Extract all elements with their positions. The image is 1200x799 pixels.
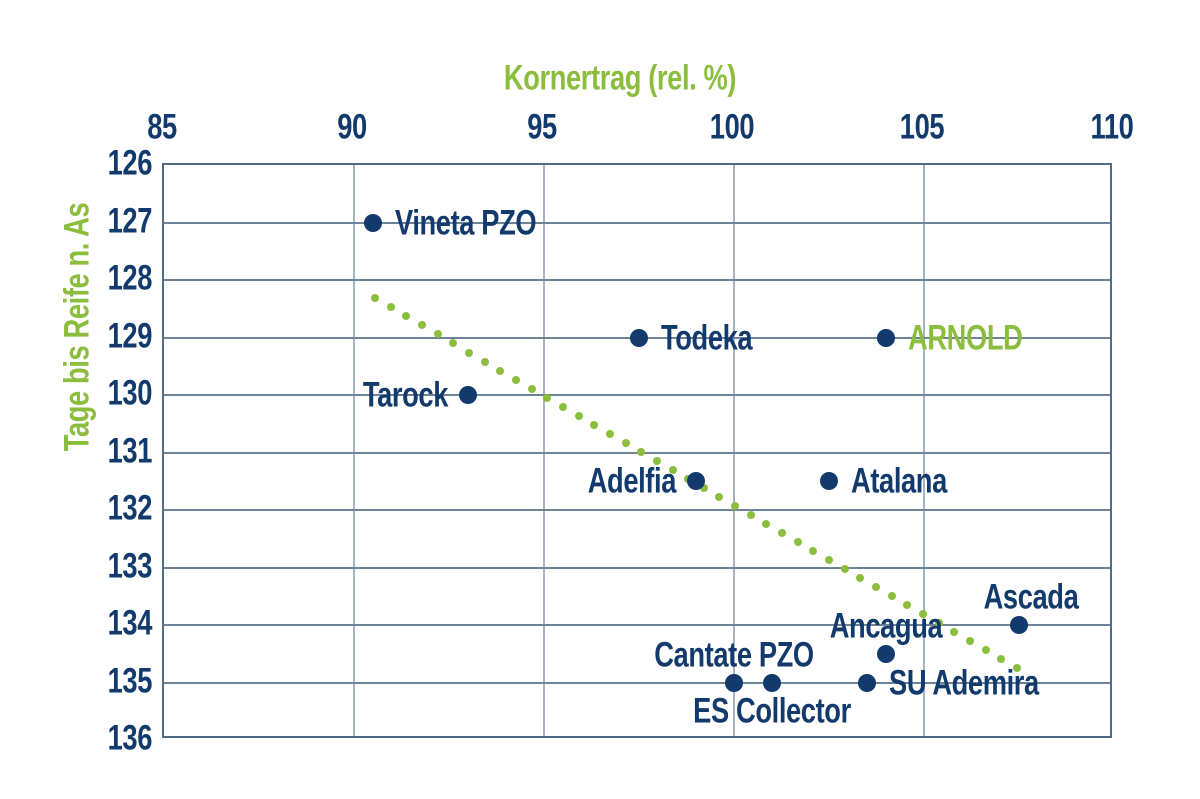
trend-line-dot	[825, 555, 834, 564]
trend-line-dot	[605, 429, 614, 438]
gridline-horizontal	[164, 279, 1110, 281]
gridline-vertical	[543, 165, 545, 736]
data-point-label: Ancagua	[829, 606, 943, 646]
y-tick-label: 130	[107, 373, 153, 413]
data-point-dot	[858, 673, 876, 692]
trend-line-dot	[386, 303, 395, 312]
data-point-dot	[820, 472, 838, 491]
y-tick-label: 131	[107, 431, 153, 470]
trend-line-dot	[856, 573, 865, 582]
data-point-dot	[459, 386, 477, 404]
trend-line-dot	[543, 393, 552, 402]
trend-line-dot	[1013, 664, 1022, 673]
data-point-dot	[725, 673, 743, 692]
trend-line-dot	[433, 330, 442, 339]
data-point-dot	[877, 328, 895, 347]
trend-line-dot	[699, 483, 708, 492]
trend-line-dot	[637, 447, 646, 456]
y-tick-label: 127	[107, 201, 153, 240]
trend-line-dot	[511, 375, 520, 384]
data-point-label: Todeka	[661, 318, 753, 357]
trend-line-dot	[778, 528, 787, 537]
gridline-horizontal	[164, 624, 1110, 626]
trend-line-dot	[872, 582, 881, 591]
data-point-label: Atalana	[851, 461, 947, 501]
data-point-dot	[687, 472, 705, 491]
gridline-horizontal	[164, 394, 1110, 396]
data-point-label: Ascada	[983, 577, 1079, 617]
trend-line-dot	[574, 411, 583, 420]
data-point-label: ARNOLD	[908, 318, 1023, 357]
trend-line-dot	[934, 619, 943, 628]
data-point-label: Vineta PZO	[395, 203, 537, 242]
trend-line-dot	[903, 601, 912, 609]
x-axis-title: Kornertrag (rel. %)	[503, 58, 737, 98]
data-point-dot	[630, 328, 648, 347]
trend-line-dot	[793, 537, 802, 546]
y-tick-label: 133	[107, 546, 153, 585]
x-tick-label: 95	[527, 107, 557, 147]
gridline-horizontal	[164, 451, 1110, 454]
trend-line-dot	[950, 628, 959, 637]
data-point-dot	[1010, 616, 1028, 634]
trend-line-dot	[402, 312, 411, 321]
y-tick-label: 135	[107, 661, 153, 700]
trend-line-dot	[919, 610, 928, 619]
trend-line-dot	[558, 402, 567, 411]
trend-line-dot	[417, 321, 426, 330]
trend-line-dot	[652, 456, 661, 465]
trend-line-dot	[715, 492, 724, 501]
trend-line-dot	[997, 655, 1006, 664]
data-point-dot	[364, 213, 382, 232]
data-point-dot	[877, 644, 895, 663]
plot-area: Vineta PZO Todeka ARNOLD Tarock Adelfia Atala…	[162, 163, 1112, 738]
trend-line-dot	[981, 646, 990, 655]
trend-line-dot	[966, 637, 975, 646]
trend-line-dot	[590, 420, 599, 429]
gridline-vertical	[733, 165, 735, 736]
trend-line-dot	[887, 591, 896, 600]
data-point-label: Tarock	[362, 375, 449, 415]
data-point-label: SU Ademira	[889, 663, 1039, 702]
gridline-vertical	[923, 165, 925, 736]
trend-line-dot	[668, 465, 677, 474]
y-tick-label: 136	[107, 718, 153, 758]
x-tick-label: 85	[147, 107, 177, 147]
y-tick-label: 128	[107, 258, 153, 298]
gridline-horizontal	[164, 509, 1110, 511]
trend-line-dot	[621, 438, 630, 447]
gridline-horizontal	[164, 566, 1110, 569]
data-point-label: ES Collector	[693, 691, 851, 730]
y-tick-label: 134	[107, 603, 153, 643]
trend-line-dot	[840, 564, 849, 573]
y-tick-label: 132	[107, 488, 153, 528]
trend-line-dot	[464, 348, 473, 357]
trend-line-dot	[746, 510, 755, 519]
gridline-vertical	[353, 165, 355, 736]
trend-line-dot	[731, 501, 740, 510]
gridline-horizontal	[164, 681, 1110, 684]
trend-line-dot	[449, 339, 458, 348]
trend-line-dot	[527, 384, 536, 393]
x-tick-label: 110	[1090, 107, 1134, 147]
trend-line-dot	[809, 546, 818, 555]
x-tick-label: 100	[709, 107, 755, 147]
x-tick-label: 90	[337, 107, 367, 147]
trend-line-dot	[370, 294, 379, 303]
y-axis-title: Tage bis Reife n. As	[57, 202, 97, 452]
x-tick-label: 105	[899, 107, 945, 147]
trend-line-dot	[480, 357, 489, 366]
trend-line-dot	[496, 366, 505, 375]
trend-line-dot	[762, 519, 771, 528]
y-tick-label: 126	[107, 143, 153, 183]
data-point-label: Adelfia	[587, 461, 677, 501]
gridline-horizontal	[164, 221, 1110, 224]
data-point-label: Cantate PZO	[654, 635, 814, 674]
y-tick-label: 129	[107, 316, 153, 355]
data-point-dot	[763, 673, 781, 692]
